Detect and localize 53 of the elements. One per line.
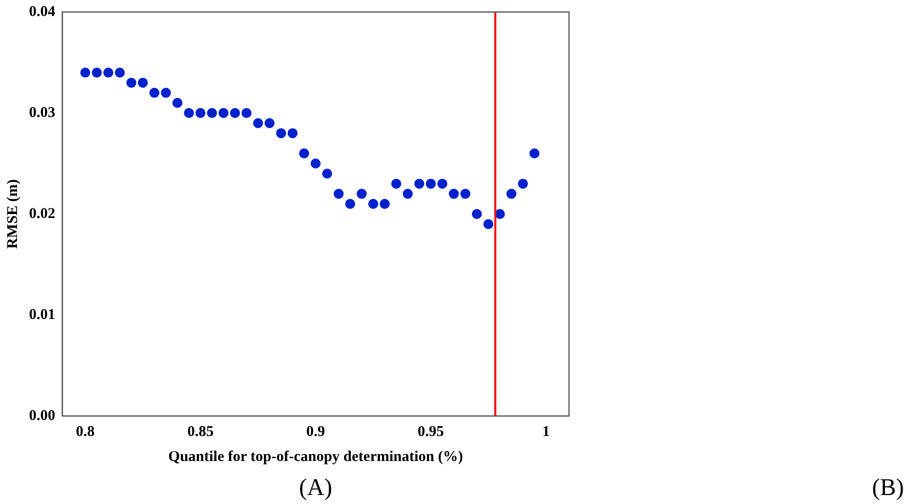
y-tick-label: 0.03 xyxy=(29,104,56,121)
point xyxy=(299,148,310,158)
point xyxy=(92,68,102,78)
point xyxy=(264,118,275,128)
point xyxy=(103,68,114,78)
x-tick-label: 0.9 xyxy=(306,424,325,440)
point xyxy=(242,108,252,118)
point xyxy=(80,68,90,78)
point xyxy=(334,188,344,199)
x-tick-label: 1 xyxy=(542,424,550,440)
point xyxy=(230,108,240,118)
point xyxy=(402,188,413,199)
x-tick-label: 0.95 xyxy=(418,424,444,440)
text: (B) xyxy=(872,475,904,501)
point xyxy=(276,128,286,138)
point xyxy=(126,78,136,88)
y-tick-label: 0.02 xyxy=(29,206,56,222)
point xyxy=(206,108,217,118)
point xyxy=(253,118,264,128)
point xyxy=(414,178,424,189)
point xyxy=(218,108,228,118)
point xyxy=(518,178,528,189)
point xyxy=(506,188,516,199)
point xyxy=(184,108,194,118)
point xyxy=(437,178,448,189)
x-axis-title: Quantile for top-of-canopy determination (%) xyxy=(168,448,463,465)
point xyxy=(448,188,459,199)
point xyxy=(310,158,321,168)
point xyxy=(472,209,482,219)
point xyxy=(195,108,206,118)
text: (A) xyxy=(298,475,332,501)
y-tick-label: 0.00 xyxy=(29,408,56,424)
point xyxy=(460,188,470,199)
point xyxy=(529,148,540,158)
point xyxy=(356,188,367,199)
point xyxy=(483,219,494,230)
point xyxy=(114,68,125,78)
point xyxy=(345,198,356,209)
point xyxy=(160,88,171,98)
point xyxy=(288,128,298,138)
y-tick-label: 0.01 xyxy=(29,306,56,323)
x-tick-label: 0.85 xyxy=(187,424,214,440)
x-tick-label: 0.8 xyxy=(76,424,95,440)
point xyxy=(391,178,402,189)
point xyxy=(138,78,148,88)
point xyxy=(380,198,390,209)
y-axis-title: RMSE (m) xyxy=(4,179,21,249)
point xyxy=(322,168,332,179)
point xyxy=(426,178,436,189)
point xyxy=(368,198,378,209)
y-tick-label: 0.04 xyxy=(29,4,56,20)
point xyxy=(149,88,160,98)
point xyxy=(172,98,182,108)
